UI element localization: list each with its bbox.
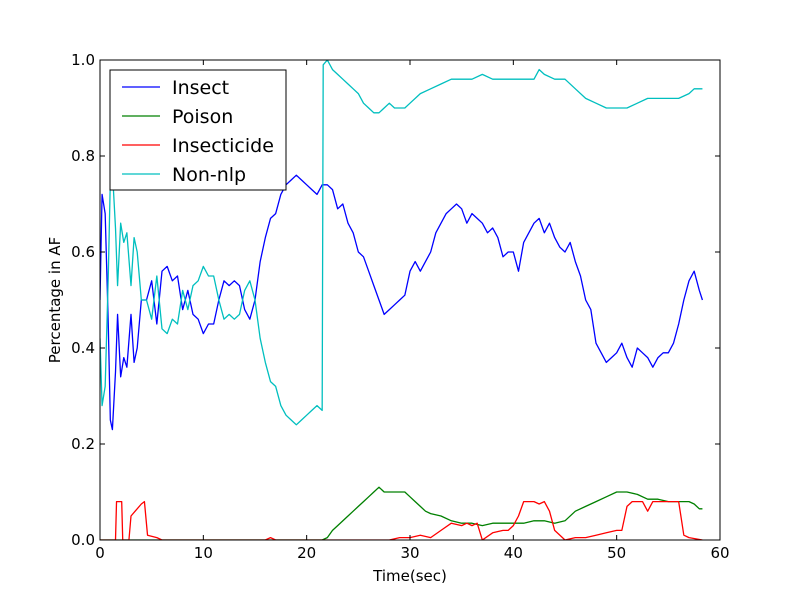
x-tick-label: 20	[297, 544, 316, 562]
series-line-insect	[100, 174, 704, 431]
x-tick-label: 10	[194, 544, 213, 562]
x-tick-label: 30	[400, 544, 419, 562]
legend-label: Non-nlp	[172, 164, 246, 186]
tick-layer: 0 10 20 30 40 50 60 0.0 0.2 0.4 0.6 0.8 1.0	[71, 51, 729, 562]
y-tick-label: 0.0	[71, 531, 95, 549]
legend-label: Insecticide	[172, 135, 274, 157]
y-axis-label: Percentage in AF	[46, 237, 64, 363]
y-tick-label: 0.6	[71, 243, 95, 261]
x-tick-label: 60	[710, 544, 729, 562]
y-tick-label: 0.8	[71, 147, 95, 165]
legend-label: Insect	[172, 77, 229, 99]
legend-label: Poison	[172, 106, 233, 128]
x-tick-label: 50	[607, 544, 626, 562]
y-tick-label: 0.2	[71, 435, 95, 453]
y-tick-label: 0.4	[71, 339, 95, 357]
series-line-non-nlp	[100, 60, 703, 426]
series-line-insecticide	[100, 500, 703, 540]
legend-box	[109, 69, 287, 191]
x-tick-label: 40	[504, 544, 523, 562]
legend: Insect Poison Insecticide Non-nlp	[109, 69, 287, 191]
y-tick-label: 1.0	[71, 51, 95, 69]
x-tick-label: 0	[95, 544, 105, 562]
series-layer	[100, 60, 704, 540]
x-axis-label: Time(sec)	[372, 567, 447, 585]
